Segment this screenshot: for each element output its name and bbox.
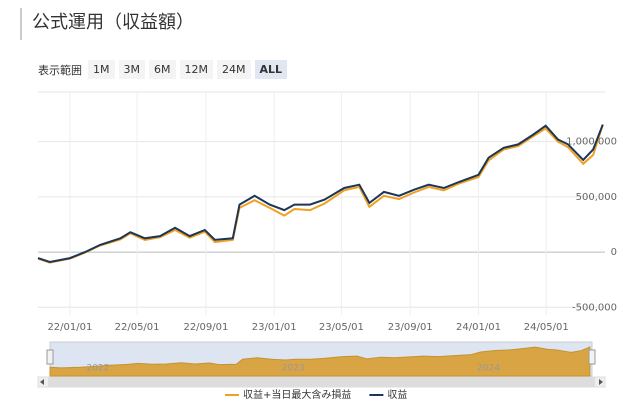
navigator-label: 2023 — [282, 364, 305, 374]
range-button[interactable]: ALL — [254, 60, 288, 79]
x-tick-label: 23/01/01 — [252, 322, 297, 333]
x-tick-label: 23/05/01 — [319, 322, 364, 333]
navigator-label: 2024 — [477, 364, 500, 374]
y-tick-label: 0 — [611, 247, 617, 258]
navigator-label: 2022 — [86, 364, 109, 374]
range-button[interactable]: 3M — [118, 60, 145, 79]
legend-label: 収益+当日最大含み損益 — [243, 388, 351, 401]
x-tick-label: 23/09/01 — [388, 322, 433, 333]
range-label: 表示範囲 — [38, 63, 82, 77]
series-line — [37, 124, 604, 264]
x-tick-label: 24/05/01 — [524, 322, 569, 333]
range-button[interactable]: 1M — [88, 60, 115, 79]
scrollbar-thumb[interactable] — [48, 377, 595, 387]
chart-title: 公式運用（収益額） — [20, 8, 194, 40]
navigator-handle[interactable] — [46, 349, 54, 365]
y-tick-label: 500,000 — [576, 192, 617, 203]
x-tick-label: 22/05/01 — [115, 322, 160, 333]
range-button[interactable]: 6M — [149, 60, 176, 79]
x-tick-label: 22/01/01 — [47, 322, 92, 333]
range-button[interactable]: 24M — [217, 60, 251, 79]
x-tick-label: 22/09/01 — [183, 322, 228, 333]
y-tick-label: 1,000,000 — [566, 137, 617, 148]
legend-label: 収益 — [387, 388, 407, 401]
range-button[interactable]: 12M — [179, 60, 213, 79]
navigator-area — [49, 346, 591, 377]
navigator-handle[interactable] — [588, 349, 596, 365]
x-tick-label: 24/01/01 — [456, 322, 501, 333]
range-selector: 表示範囲 1M 3M 6M 12M 24M ALL — [38, 60, 291, 79]
y-tick-label: -500,000 — [572, 302, 617, 313]
series-line — [37, 124, 604, 264]
